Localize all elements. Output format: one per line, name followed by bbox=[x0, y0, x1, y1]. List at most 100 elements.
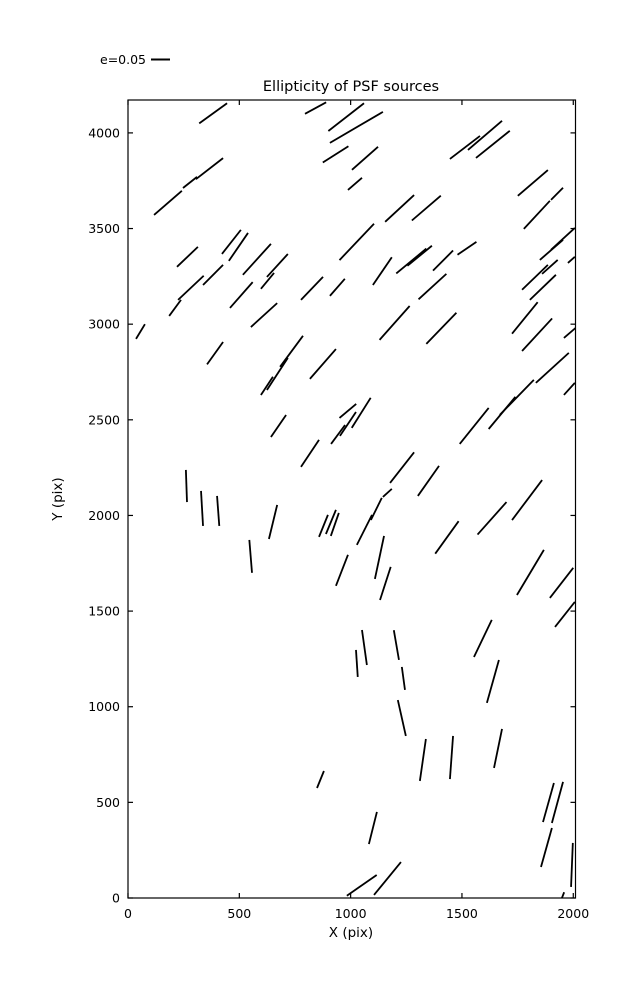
whisker-segment bbox=[300, 439, 320, 468]
whisker-segment bbox=[486, 659, 500, 704]
whisker-segment bbox=[242, 243, 272, 276]
whisker-segment bbox=[268, 504, 279, 540]
chart-title: Ellipticity of PSF sources bbox=[263, 79, 439, 95]
whisker-segment bbox=[449, 135, 481, 160]
whisker-segment bbox=[406, 245, 433, 267]
whisker-segment bbox=[372, 256, 393, 286]
whisker-segment bbox=[432, 249, 454, 272]
whisker-segment bbox=[417, 465, 440, 497]
whisker-segment bbox=[425, 312, 458, 345]
whisker-segment bbox=[400, 666, 406, 691]
whisker-segment bbox=[304, 101, 327, 115]
legend: e=0.05 bbox=[100, 52, 170, 67]
whisker-segment bbox=[516, 549, 545, 596]
whisker-segment bbox=[541, 259, 559, 275]
whisker-segment bbox=[309, 348, 337, 380]
whisker-segment bbox=[200, 490, 204, 527]
x-tick-label: 1500 bbox=[446, 906, 478, 921]
whisker-segment bbox=[551, 781, 564, 824]
whisker-segment bbox=[325, 509, 337, 535]
whisker-segment bbox=[350, 397, 372, 429]
whisker-segment bbox=[521, 264, 549, 291]
legend-label: e=0.05 bbox=[100, 52, 146, 67]
whisker-segment bbox=[228, 232, 249, 262]
whisker-segment bbox=[355, 649, 359, 677]
whisker-segment bbox=[473, 619, 493, 658]
whisker-segment bbox=[382, 488, 393, 498]
whisker-segment bbox=[370, 497, 383, 521]
whisker-segment bbox=[411, 194, 442, 222]
whisker-segment bbox=[316, 770, 325, 789]
whisker-segment bbox=[182, 176, 198, 189]
y-tick-label: 1500 bbox=[88, 604, 120, 619]
whisker-segment bbox=[347, 177, 363, 191]
whisker-segment bbox=[195, 157, 224, 180]
whisker-segment bbox=[535, 352, 570, 384]
whisker-segment bbox=[554, 601, 576, 628]
whisker-segment bbox=[378, 305, 411, 341]
whisker-segment bbox=[322, 145, 349, 164]
whisker-segment bbox=[475, 130, 511, 159]
whisker-segment bbox=[330, 424, 346, 445]
y-tick-label: 500 bbox=[96, 795, 120, 810]
x-tick-label: 1000 bbox=[335, 906, 367, 921]
whisker-segment bbox=[168, 299, 182, 317]
whisker-segment bbox=[338, 403, 357, 419]
whisker-segment bbox=[206, 341, 224, 365]
whisker-segment bbox=[368, 811, 378, 845]
whisker-segment bbox=[300, 276, 324, 301]
whisker-segment bbox=[417, 273, 447, 300]
whisker-segment bbox=[389, 451, 415, 484]
axes-frame bbox=[127, 99, 577, 899]
whisker-segment bbox=[351, 146, 379, 171]
whisker-segment bbox=[392, 630, 400, 661]
whisker-segment bbox=[499, 379, 535, 416]
whisker-segment bbox=[550, 187, 564, 201]
whisker-segment bbox=[529, 274, 557, 301]
whisker-segment bbox=[338, 223, 375, 261]
whisker-segment bbox=[561, 891, 565, 898]
whisker-segment bbox=[270, 414, 287, 438]
whisker-segment bbox=[260, 272, 275, 290]
x-axis-label: X (pix) bbox=[329, 925, 373, 941]
x-tick-label: 2000 bbox=[557, 906, 589, 921]
whisker-segment bbox=[266, 357, 289, 391]
whisker-segment bbox=[329, 278, 346, 297]
whisker-segment bbox=[395, 247, 427, 275]
whisker-segment bbox=[176, 246, 199, 268]
y-tick-label: 0 bbox=[112, 891, 120, 906]
whisker-segment bbox=[329, 512, 340, 537]
whisker-segment bbox=[550, 227, 576, 251]
whisker-segment bbox=[373, 861, 402, 896]
x-tick-label: 0 bbox=[124, 906, 132, 921]
whisker-segment bbox=[379, 566, 392, 601]
whisker-segment bbox=[202, 264, 224, 286]
whisker-segment bbox=[339, 411, 357, 437]
y-tick-label: 2000 bbox=[88, 508, 120, 523]
whisker-segment bbox=[563, 327, 576, 339]
whisker-segments bbox=[135, 101, 576, 898]
whisker-segment bbox=[266, 253, 289, 278]
whisker-segment bbox=[374, 535, 385, 580]
whisker-segment bbox=[523, 200, 551, 230]
whisker-segment bbox=[418, 738, 427, 782]
whisker-segment bbox=[361, 629, 368, 666]
y-tick-label: 4000 bbox=[88, 125, 120, 140]
whisker-segment bbox=[177, 275, 205, 301]
y-axis-label: Y (pix) bbox=[50, 477, 66, 521]
whisker-segment bbox=[493, 728, 503, 769]
whisker-segment bbox=[318, 514, 329, 538]
whisker-segment bbox=[279, 335, 304, 368]
whisker-segment bbox=[434, 520, 460, 555]
whisker-segment bbox=[540, 827, 553, 868]
whisker-segment bbox=[384, 194, 415, 223]
whisker-segment bbox=[356, 514, 373, 546]
whisker-segment bbox=[517, 169, 549, 197]
whisker-segment bbox=[456, 241, 477, 256]
whisker-segment bbox=[216, 495, 221, 527]
whisker-segment bbox=[563, 382, 576, 396]
whisker-segment bbox=[396, 699, 407, 737]
whisker-segment bbox=[570, 842, 574, 887]
